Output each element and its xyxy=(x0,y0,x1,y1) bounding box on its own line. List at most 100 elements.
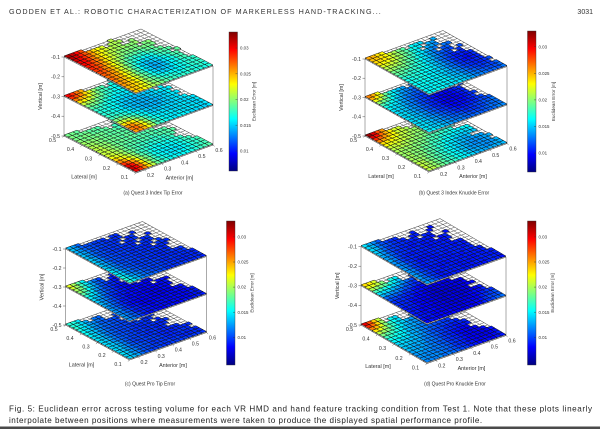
svg-text:0.2: 0.2 xyxy=(103,166,110,172)
svg-text:0.015: 0.015 xyxy=(238,310,250,315)
svg-text:Lateral [m]: Lateral [m] xyxy=(71,175,97,181)
svg-text:GODDEN ET AL.: ROBOTIC CHARACT: GODDEN ET AL.: ROBOTIC CHARACTERIZATION … xyxy=(9,7,382,16)
svg-text:0.4: 0.4 xyxy=(366,147,373,153)
svg-text:0.5: 0.5 xyxy=(198,154,205,160)
svg-text:Anterior [m]: Anterior [m] xyxy=(458,366,486,372)
svg-text:(c) Quest Pro Tip Error: (c) Quest Pro Tip Error xyxy=(125,382,176,388)
svg-text:0.025: 0.025 xyxy=(240,71,252,76)
svg-text:-0.5: -0.5 xyxy=(51,134,60,140)
svg-text:Vertical [m]: Vertical [m] xyxy=(38,83,44,110)
svg-text:interpolate between positions: interpolate between positions where meas… xyxy=(9,416,483,425)
svg-text:Anterior [m]: Anterior [m] xyxy=(166,176,194,182)
svg-text:Euclidean Error [m]: Euclidean Error [m] xyxy=(252,82,257,121)
svg-text:0.5: 0.5 xyxy=(492,153,499,159)
svg-text:-0.2: -0.2 xyxy=(51,75,60,81)
svg-text:Anterior [m]: Anterior [m] xyxy=(159,363,187,369)
svg-text:0.3: 0.3 xyxy=(379,346,386,352)
svg-text:0.4: 0.4 xyxy=(473,351,480,357)
svg-text:-0.4: -0.4 xyxy=(53,304,62,310)
svg-text:0.3: 0.3 xyxy=(85,157,92,163)
svg-text:Lateral [m]: Lateral [m] xyxy=(368,174,394,180)
svg-text:0.6: 0.6 xyxy=(209,336,216,342)
svg-text:-0.5: -0.5 xyxy=(348,323,357,329)
svg-text:0.1: 0.1 xyxy=(114,362,121,368)
svg-text:Vertical [m]: Vertical [m] xyxy=(40,273,46,300)
svg-text:-0.1: -0.1 xyxy=(51,55,60,61)
svg-text:0.3: 0.3 xyxy=(456,357,463,363)
svg-text:0.4: 0.4 xyxy=(181,160,188,166)
svg-text:0.3: 0.3 xyxy=(382,156,389,162)
svg-text:(b) Quest 3 Index Knuckle Erro: (b) Quest 3 Index Knuckle Error xyxy=(419,191,490,197)
svg-text:0.2: 0.2 xyxy=(438,363,445,369)
svg-text:-0.1: -0.1 xyxy=(53,247,62,253)
svg-text:0.4: 0.4 xyxy=(475,159,482,165)
svg-text:0.2: 0.2 xyxy=(98,353,105,359)
svg-text:(a) Quest 3 Index Tip Error: (a) Quest 3 Index Tip Error xyxy=(123,191,183,197)
svg-text:-0.4: -0.4 xyxy=(348,303,357,309)
svg-text:-0.1: -0.1 xyxy=(348,244,357,250)
svg-text:-0.3: -0.3 xyxy=(51,94,60,100)
svg-text:0.2: 0.2 xyxy=(398,165,405,171)
svg-text:0.3: 0.3 xyxy=(82,345,89,351)
svg-text:0.2: 0.2 xyxy=(140,360,147,366)
svg-text:0.5: 0.5 xyxy=(346,327,353,333)
svg-text:Fig. 5: Euclidean error across: Fig. 5: Euclidean error across testing v… xyxy=(9,405,593,414)
svg-text:-0.5: -0.5 xyxy=(53,323,62,329)
svg-text:-0.2: -0.2 xyxy=(348,264,357,270)
svg-text:Euclidean Error [m]: Euclidean Error [m] xyxy=(250,273,255,312)
svg-text:0.2: 0.2 xyxy=(395,356,402,362)
svg-text:Vertical [m]: Vertical [m] xyxy=(335,272,341,299)
svg-text:0.6: 0.6 xyxy=(215,148,222,154)
svg-text:0.5: 0.5 xyxy=(491,345,498,351)
svg-text:Vertical [m]: Vertical [m] xyxy=(339,84,345,111)
svg-text:0.1: 0.1 xyxy=(414,174,421,180)
svg-text:Lateral [m]: Lateral [m] xyxy=(365,364,391,370)
svg-text:-0.4: -0.4 xyxy=(51,114,60,120)
svg-text:0.025: 0.025 xyxy=(539,71,551,76)
svg-text:3031: 3031 xyxy=(577,9,593,16)
svg-text:-0.2: -0.2 xyxy=(53,266,62,272)
svg-text:0.5: 0.5 xyxy=(192,342,199,348)
svg-text:0.025: 0.025 xyxy=(238,260,250,265)
svg-text:0.2: 0.2 xyxy=(440,172,447,178)
svg-text:0.4: 0.4 xyxy=(362,337,369,343)
svg-text:0.02: 0.02 xyxy=(539,98,548,103)
svg-text:0.2: 0.2 xyxy=(147,173,154,179)
svg-text:0.03: 0.03 xyxy=(238,235,247,240)
svg-text:0.03: 0.03 xyxy=(539,44,548,49)
svg-text:0.03: 0.03 xyxy=(539,235,548,240)
svg-text:0.01: 0.01 xyxy=(240,149,249,154)
svg-text:0.5: 0.5 xyxy=(49,138,56,144)
svg-text:0.1: 0.1 xyxy=(121,175,128,181)
svg-text:0.4: 0.4 xyxy=(67,147,74,153)
svg-text:0.01: 0.01 xyxy=(238,335,247,340)
svg-text:0.4: 0.4 xyxy=(66,336,73,342)
svg-text:-0.5: -0.5 xyxy=(352,134,361,140)
svg-text:Euclidean Error [m]: Euclidean Error [m] xyxy=(551,82,556,121)
svg-text:0.015: 0.015 xyxy=(240,123,252,128)
svg-text:-0.4: -0.4 xyxy=(352,115,361,121)
svg-text:Anterior [m]: Anterior [m] xyxy=(459,174,487,180)
svg-text:-0.3: -0.3 xyxy=(53,285,62,291)
svg-text:-0.2: -0.2 xyxy=(352,76,361,82)
svg-text:0.6: 0.6 xyxy=(509,147,516,153)
svg-text:0.3: 0.3 xyxy=(164,167,171,173)
svg-text:0.5: 0.5 xyxy=(50,327,57,333)
svg-text:0.015: 0.015 xyxy=(539,310,551,315)
svg-text:0.01: 0.01 xyxy=(539,151,548,156)
svg-text:Lateral [m]: Lateral [m] xyxy=(69,363,95,369)
svg-text:0.02: 0.02 xyxy=(539,285,548,290)
svg-text:(d) Quest Pro Knuckle Error: (d) Quest Pro Knuckle Error xyxy=(424,382,486,388)
svg-text:0.03: 0.03 xyxy=(240,46,249,51)
svg-text:0.4: 0.4 xyxy=(175,348,182,354)
svg-text:-0.3: -0.3 xyxy=(352,95,361,101)
svg-text:0.01: 0.01 xyxy=(539,335,548,340)
svg-text:0.015: 0.015 xyxy=(539,124,551,129)
svg-text:0.3: 0.3 xyxy=(457,166,464,172)
svg-text:0.02: 0.02 xyxy=(240,97,249,102)
svg-text:0.6: 0.6 xyxy=(508,339,515,345)
svg-text:0.3: 0.3 xyxy=(158,354,165,360)
svg-text:Euclidean Error [m]: Euclidean Error [m] xyxy=(550,273,555,312)
svg-text:0.5: 0.5 xyxy=(350,138,357,144)
svg-text:0.025: 0.025 xyxy=(539,260,551,265)
